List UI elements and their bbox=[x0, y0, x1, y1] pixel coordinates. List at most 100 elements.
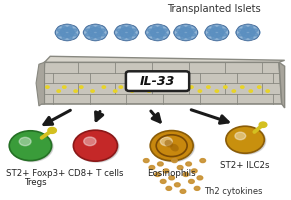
Circle shape bbox=[266, 90, 269, 92]
Circle shape bbox=[46, 86, 49, 88]
Circle shape bbox=[147, 90, 151, 92]
Circle shape bbox=[85, 32, 95, 39]
Circle shape bbox=[243, 24, 253, 31]
Circle shape bbox=[227, 127, 266, 154]
Circle shape bbox=[91, 24, 100, 31]
Circle shape bbox=[57, 32, 67, 39]
Circle shape bbox=[188, 29, 198, 36]
Circle shape bbox=[174, 29, 184, 36]
Circle shape bbox=[119, 86, 123, 88]
Circle shape bbox=[181, 24, 191, 31]
Text: IL-33: IL-33 bbox=[140, 75, 175, 88]
Circle shape bbox=[248, 32, 258, 39]
Circle shape bbox=[19, 137, 31, 146]
Circle shape bbox=[169, 176, 175, 180]
Circle shape bbox=[95, 26, 105, 33]
Circle shape bbox=[226, 126, 264, 153]
Circle shape bbox=[241, 86, 244, 88]
Circle shape bbox=[194, 186, 200, 190]
Circle shape bbox=[74, 90, 77, 92]
Circle shape bbox=[136, 86, 139, 88]
Circle shape bbox=[148, 26, 157, 33]
Circle shape bbox=[200, 159, 205, 163]
Circle shape bbox=[224, 86, 227, 88]
Circle shape bbox=[210, 27, 224, 37]
Circle shape bbox=[238, 26, 248, 33]
Circle shape bbox=[127, 32, 136, 39]
Circle shape bbox=[232, 90, 235, 92]
Polygon shape bbox=[42, 62, 282, 104]
Circle shape bbox=[155, 172, 160, 176]
Circle shape bbox=[146, 29, 155, 36]
Circle shape bbox=[160, 179, 166, 183]
Ellipse shape bbox=[170, 144, 179, 151]
Circle shape bbox=[238, 32, 248, 39]
Circle shape bbox=[119, 27, 134, 37]
Circle shape bbox=[249, 90, 253, 92]
Circle shape bbox=[183, 172, 189, 176]
Circle shape bbox=[121, 34, 132, 41]
Circle shape bbox=[205, 29, 215, 36]
Circle shape bbox=[219, 29, 229, 36]
Circle shape bbox=[236, 29, 246, 36]
Text: Transplanted Islets: Transplanted Islets bbox=[167, 4, 261, 14]
Text: ST2+ ILC2s: ST2+ ILC2s bbox=[220, 161, 270, 170]
Polygon shape bbox=[36, 62, 45, 106]
Circle shape bbox=[150, 131, 193, 161]
Circle shape bbox=[150, 27, 165, 37]
Circle shape bbox=[67, 32, 77, 39]
Circle shape bbox=[102, 86, 106, 88]
Circle shape bbox=[166, 186, 172, 190]
Circle shape bbox=[91, 34, 100, 41]
Circle shape bbox=[48, 127, 56, 133]
Text: Eosinophils: Eosinophils bbox=[147, 169, 196, 178]
Circle shape bbox=[75, 131, 119, 162]
Circle shape bbox=[152, 24, 163, 31]
Circle shape bbox=[116, 26, 126, 33]
Circle shape bbox=[235, 132, 246, 140]
Circle shape bbox=[207, 86, 210, 88]
Circle shape bbox=[172, 159, 177, 163]
Circle shape bbox=[212, 34, 222, 41]
Circle shape bbox=[181, 34, 191, 41]
Circle shape bbox=[186, 32, 196, 39]
Circle shape bbox=[189, 179, 194, 183]
Circle shape bbox=[158, 32, 168, 39]
Circle shape bbox=[83, 29, 93, 36]
Circle shape bbox=[186, 162, 191, 166]
Circle shape bbox=[121, 24, 132, 31]
Circle shape bbox=[180, 189, 186, 193]
Circle shape bbox=[85, 26, 95, 33]
Circle shape bbox=[88, 27, 102, 37]
Circle shape bbox=[67, 26, 77, 33]
Text: Th2 cytokines: Th2 cytokines bbox=[204, 187, 263, 196]
Circle shape bbox=[198, 90, 202, 92]
Circle shape bbox=[63, 86, 66, 88]
Circle shape bbox=[95, 32, 105, 39]
Circle shape bbox=[69, 29, 79, 36]
Circle shape bbox=[207, 26, 217, 33]
Circle shape bbox=[97, 29, 107, 36]
Circle shape bbox=[91, 90, 94, 92]
Circle shape bbox=[60, 27, 74, 37]
Circle shape bbox=[79, 86, 83, 88]
Text: CD8+ T cells: CD8+ T cells bbox=[68, 169, 123, 178]
Circle shape bbox=[160, 29, 170, 36]
Circle shape bbox=[114, 29, 124, 36]
Circle shape bbox=[158, 26, 168, 33]
Circle shape bbox=[250, 29, 260, 36]
Circle shape bbox=[217, 26, 227, 33]
Circle shape bbox=[186, 26, 196, 33]
Circle shape bbox=[57, 26, 67, 33]
Circle shape bbox=[197, 176, 203, 180]
Circle shape bbox=[9, 131, 52, 161]
Circle shape bbox=[241, 27, 255, 37]
Circle shape bbox=[130, 90, 134, 92]
Circle shape bbox=[215, 90, 219, 92]
Circle shape bbox=[176, 26, 186, 33]
Circle shape bbox=[190, 86, 193, 88]
Circle shape bbox=[207, 32, 217, 39]
Circle shape bbox=[143, 159, 149, 163]
Circle shape bbox=[129, 29, 139, 36]
Circle shape bbox=[259, 122, 267, 127]
